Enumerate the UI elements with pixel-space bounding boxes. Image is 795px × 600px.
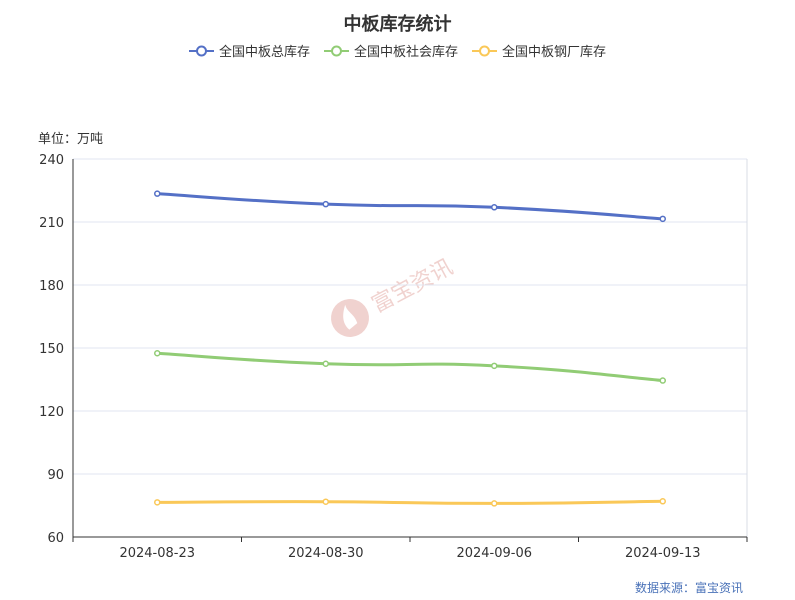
watermark: 富宝资讯 [331, 255, 457, 337]
legend-label-mill: 全国中板钢厂库存 [502, 45, 607, 60]
data-point [322, 360, 329, 367]
y-tick-label: 180 [39, 279, 64, 294]
series-line-2 [157, 499, 663, 505]
data-source-label: 数据来源：富宝资讯 [634, 581, 743, 595]
data-point [322, 498, 329, 505]
legend-label-social: 全国中板社会库存 [353, 45, 458, 60]
data-point [154, 499, 161, 506]
data-point [659, 498, 666, 505]
y-tick-label: 210 [39, 216, 64, 231]
y-tick-label: 120 [39, 405, 64, 420]
legend-item-total[interactable]: 全国中板总库存 [188, 41, 310, 60]
x-tick-label: 2024-09-06 [456, 546, 532, 561]
data-point [659, 377, 666, 384]
series-line-0 [157, 192, 663, 221]
chart-title: 中板库存统计 [343, 14, 452, 35]
chart-legend: 全国中板总库存 全国中板社会库存 全国中板钢厂库存 [0, 41, 795, 60]
legend-swatch-mill [472, 45, 497, 56]
x-tick-label: 2024-09-13 [625, 546, 701, 561]
legend-item-social[interactable]: 全国中板社会库存 [323, 41, 458, 60]
legend-marker [479, 45, 490, 56]
y-tick-label: 90 [47, 468, 64, 483]
data-point [659, 215, 666, 223]
watermark-logo-icon [331, 299, 369, 337]
y-tick-label: 60 [47, 531, 64, 546]
legend-label-total: 全国中板总库存 [218, 45, 310, 60]
data-point [154, 190, 161, 197]
data-point [491, 362, 498, 370]
legend-swatch-total [188, 45, 214, 56]
data-point [154, 350, 161, 357]
legend-item-mill[interactable]: 全国中板钢厂库存 [472, 41, 606, 60]
data-point [491, 500, 498, 507]
data-point [491, 204, 498, 211]
y-axis-unit-label: 单位：万吨 [38, 132, 104, 147]
legend-swatch-social [323, 45, 349, 56]
x-tick-label: 2024-08-23 [119, 546, 195, 561]
y-tick-label: 150 [39, 342, 64, 357]
watermark-text: 富宝资讯 [368, 255, 457, 318]
legend-marker [195, 45, 207, 56]
series-line-1 [157, 351, 663, 383]
legend-marker [330, 45, 342, 56]
y-tick-label: 240 [39, 153, 64, 168]
data-point [322, 200, 329, 208]
x-tick-label: 2024-08-30 [288, 546, 364, 561]
